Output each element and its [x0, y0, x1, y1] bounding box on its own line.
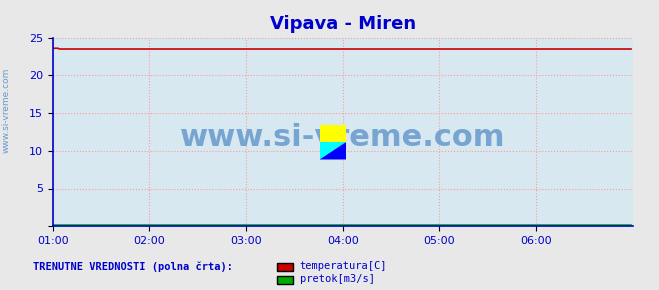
Polygon shape [320, 125, 346, 142]
Text: TRENUTNE VREDNOSTI (polna črta):: TRENUTNE VREDNOSTI (polna črta): [33, 261, 233, 271]
Text: temperatura[C]: temperatura[C] [300, 261, 387, 271]
Title: Vipava - Miren: Vipava - Miren [270, 15, 416, 33]
Polygon shape [320, 142, 346, 160]
Text: www.si-vreme.com: www.si-vreme.com [2, 68, 11, 153]
Text: pretok[m3/s]: pretok[m3/s] [300, 274, 375, 284]
Polygon shape [320, 142, 346, 160]
Text: www.si-vreme.com: www.si-vreme.com [180, 123, 505, 152]
